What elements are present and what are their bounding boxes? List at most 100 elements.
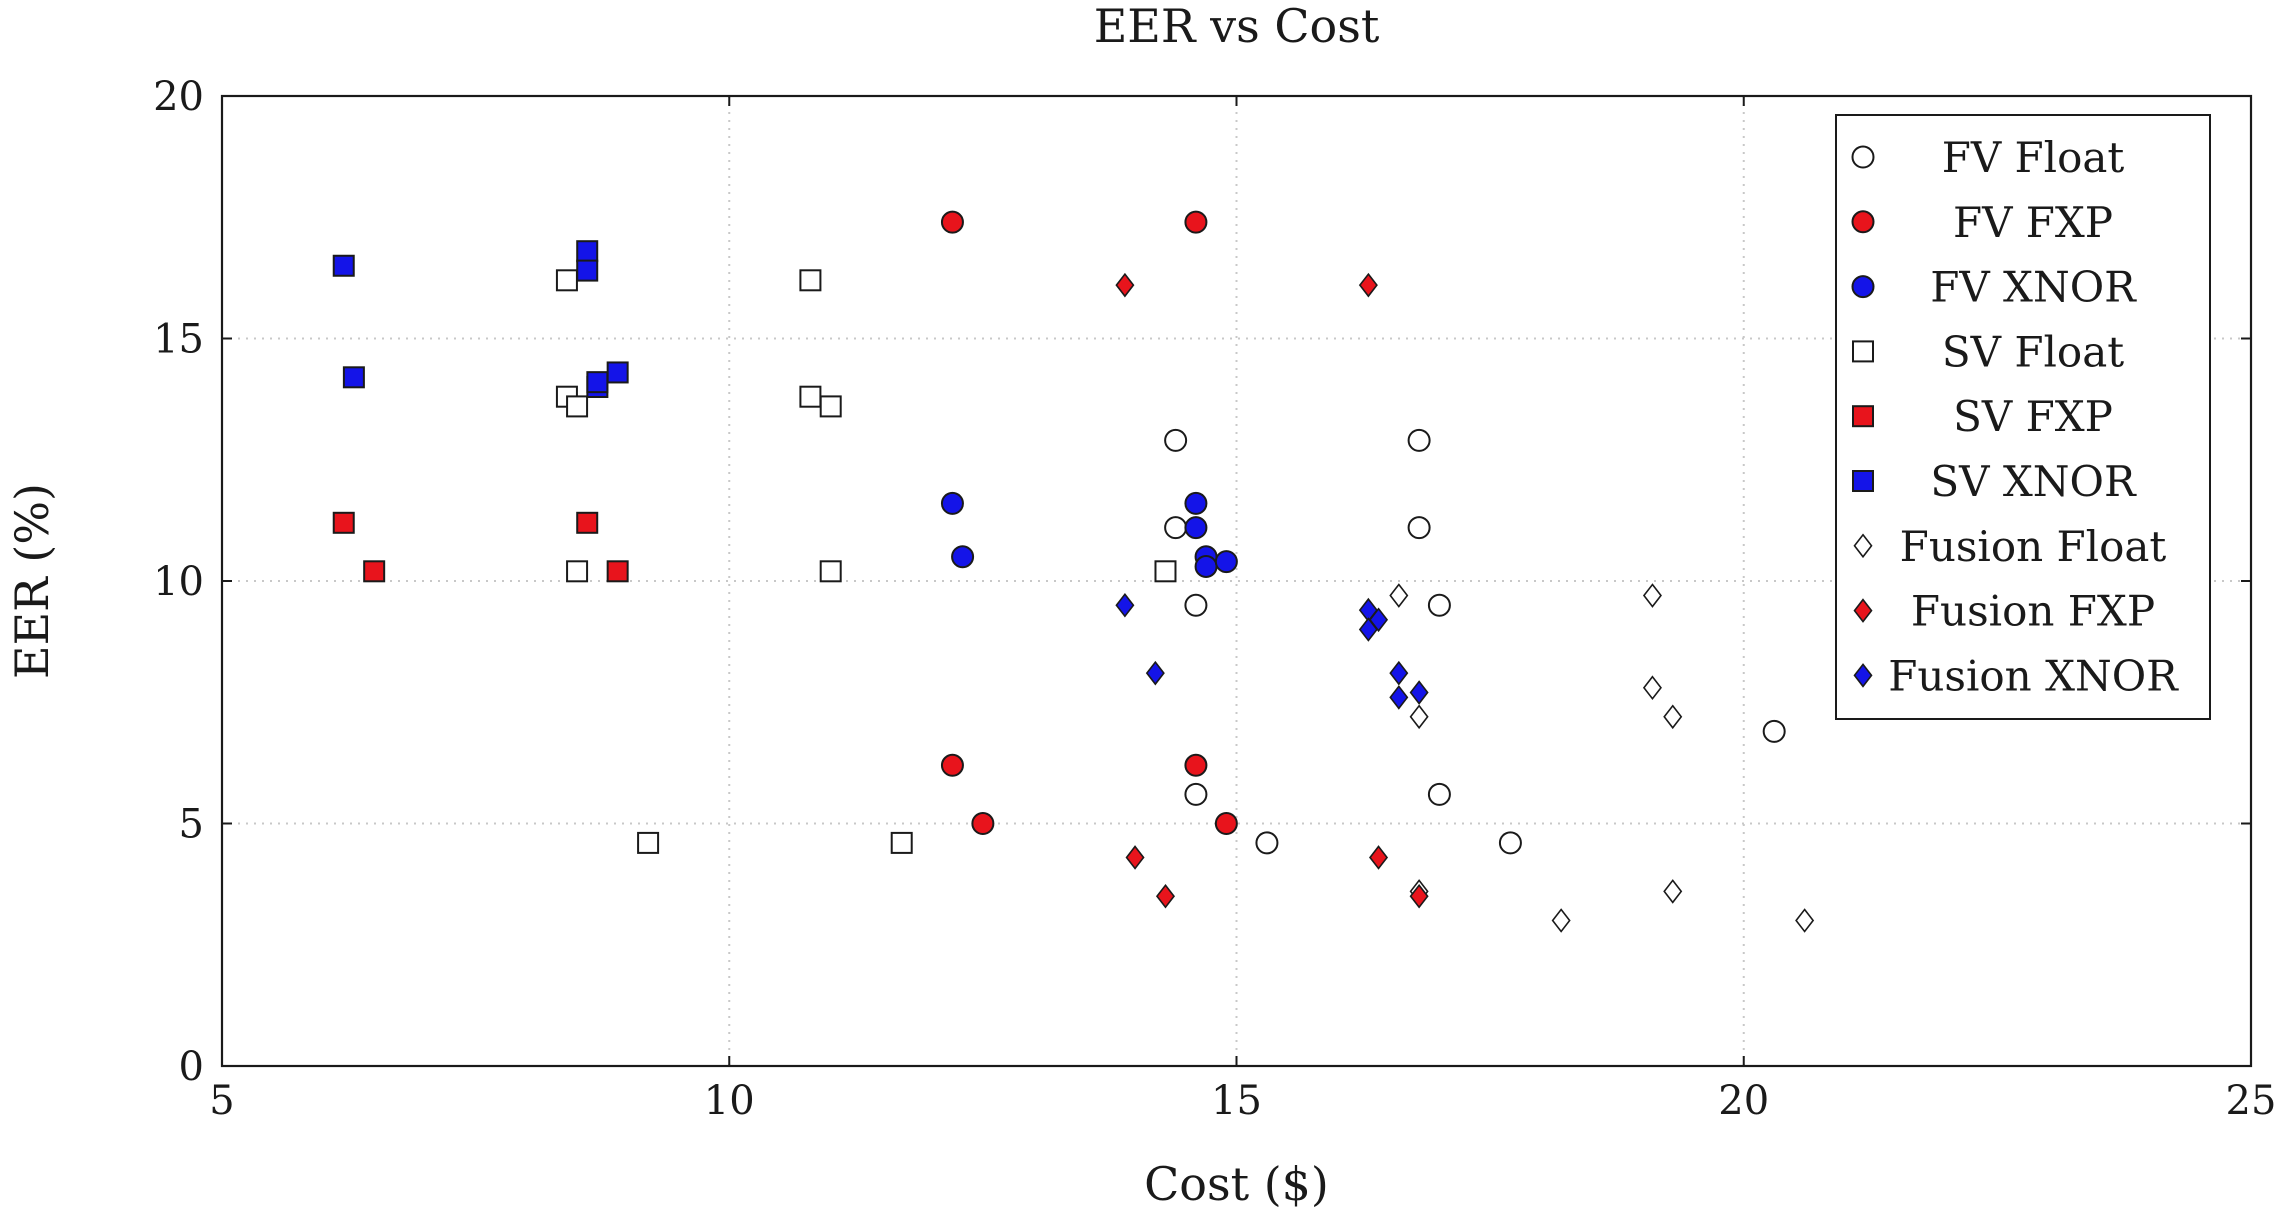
- fusion-float-point: [1551, 908, 1571, 933]
- fusion-xnor-point: [1115, 592, 1135, 618]
- legend-fv-fxp-marker: [1851, 210, 1875, 234]
- sv-xnor-point: [576, 240, 599, 263]
- legend-fv-xnor-marker: [1851, 275, 1875, 299]
- fv-float-point: [1255, 831, 1279, 855]
- fusion-xnor-point: [1389, 685, 1409, 710]
- fv-xnor-point: [940, 491, 964, 515]
- sv-xnor-point: [576, 259, 599, 282]
- fusion-fxp-point: [1358, 272, 1378, 298]
- sv-xnor-point: [342, 366, 365, 389]
- sv-float-point: [1154, 560, 1177, 583]
- fv-xnor-point: [1194, 554, 1218, 578]
- fusion-xnor-point: [1389, 660, 1409, 686]
- y-tick-label: 5: [179, 802, 204, 848]
- fusion-float-point: [1663, 879, 1683, 904]
- x-tick-label: 20: [1718, 1078, 1769, 1124]
- fusion-float-point: [1795, 908, 1815, 933]
- series-fusion-fxp: [1115, 272, 1429, 909]
- legend-sv-xnor-marker: [1852, 470, 1874, 492]
- fv-float-point: [1407, 516, 1431, 540]
- y-tick-label: 10: [153, 559, 204, 605]
- y-tick-label: 0: [179, 1044, 204, 1090]
- sv-float-point: [819, 395, 842, 418]
- fv-fxp-point: [1184, 210, 1208, 234]
- data-points: [332, 210, 1815, 933]
- fv-float-point: [1164, 428, 1188, 452]
- fusion-float-point: [1642, 675, 1662, 701]
- sv-float-point: [566, 395, 589, 418]
- legend-sv-fxp-marker: [1852, 405, 1874, 428]
- legend-fv-float-label: FV Float: [1942, 133, 2125, 182]
- fusion-fxp-point: [1155, 883, 1175, 909]
- fv-float-point: [1184, 782, 1208, 806]
- sv-fxp-point: [606, 560, 629, 583]
- fusion-float-point: [1642, 583, 1662, 608]
- fv-fxp-point: [940, 210, 964, 234]
- legend-fusion-fxp-marker: [1853, 598, 1873, 623]
- fusion-xnor-point: [1369, 607, 1389, 633]
- fusion-xnor-point: [1145, 660, 1165, 686]
- legend-sv-xnor-label: SV XNOR: [1930, 457, 2137, 506]
- sv-fxp-point: [363, 560, 386, 583]
- series-fv-xnor: [940, 491, 1238, 578]
- y-axis-label: EER (%): [5, 483, 59, 679]
- chart-title: EER vs Cost: [1094, 0, 1380, 53]
- sv-float-point: [890, 831, 913, 854]
- sv-float-point: [566, 560, 589, 583]
- fv-float-point: [1762, 719, 1786, 743]
- legend-box: [1835, 114, 2211, 720]
- legend-fusion-xnor-label: Fusion XNOR: [1888, 651, 2179, 700]
- fv-xnor-point: [1184, 516, 1208, 540]
- fusion-float-point: [1409, 704, 1429, 730]
- series-fv-fxp: [940, 210, 1238, 835]
- legend-fusion-fxp-label: Fusion FXP: [1911, 587, 2155, 636]
- x-axis-label: Cost ($): [1144, 1157, 1329, 1211]
- y-tick-label: 15: [153, 317, 204, 363]
- legend-fusion-xnor-marker: [1853, 663, 1873, 688]
- sv-xnor-point: [606, 361, 629, 384]
- fv-xnor-point: [951, 545, 975, 569]
- legend-sv-fxp-label: SV FXP: [1953, 392, 2113, 441]
- fv-fxp-point: [971, 812, 995, 835]
- fv-fxp-point: [1184, 753, 1208, 777]
- fusion-xnor-point: [1409, 680, 1429, 705]
- grid-lines: [222, 96, 2251, 1066]
- fusion-float-point: [1663, 704, 1683, 730]
- series-fusion-float: [1389, 583, 1815, 933]
- y-tick-label: 20: [153, 74, 204, 120]
- legend-fv-float-marker: [1851, 145, 1875, 169]
- legend-fv-xnor-label: FV XNOR: [1930, 263, 2137, 312]
- x-tick-label: 25: [2226, 1078, 2277, 1124]
- series-sv-fxp: [332, 511, 629, 583]
- fv-fxp-point: [940, 753, 964, 777]
- sv-fxp-point: [576, 511, 599, 534]
- sv-float-point: [819, 560, 842, 583]
- fv-xnor-point: [1214, 550, 1238, 574]
- fv-float-point: [1427, 782, 1451, 806]
- fusion-fxp-point: [1115, 272, 1135, 298]
- series-fusion-xnor: [1115, 592, 1429, 710]
- legend-sv-float-label: SV Float: [1942, 327, 2124, 376]
- fv-xnor-point: [1184, 491, 1208, 515]
- sv-float-point: [555, 269, 578, 292]
- fv-float-point: [1427, 593, 1451, 617]
- fv-float-point: [1164, 516, 1188, 540]
- series-sv-xnor: [332, 240, 629, 398]
- series-fv-float: [1164, 428, 1786, 855]
- legend-sv-float-marker: [1852, 340, 1874, 363]
- sv-fxp-point: [332, 511, 355, 534]
- series-sv-float: [555, 269, 1177, 854]
- fv-fxp-point: [1214, 812, 1238, 835]
- legend-fv-fxp-label: FV FXP: [1953, 198, 2113, 247]
- fusion-fxp-point: [1409, 883, 1429, 909]
- fusion-fxp-point: [1369, 845, 1389, 870]
- legend-fusion-float-marker: [1853, 533, 1873, 559]
- x-tick-label: 5: [209, 1078, 234, 1124]
- fv-float-point: [1498, 831, 1522, 855]
- legend: FV Float FV FXP FV XNOR SV Float SV FXP SV XN…: [1835, 114, 2211, 720]
- fusion-float-point: [1389, 583, 1409, 608]
- fusion-fxp-point: [1125, 845, 1145, 870]
